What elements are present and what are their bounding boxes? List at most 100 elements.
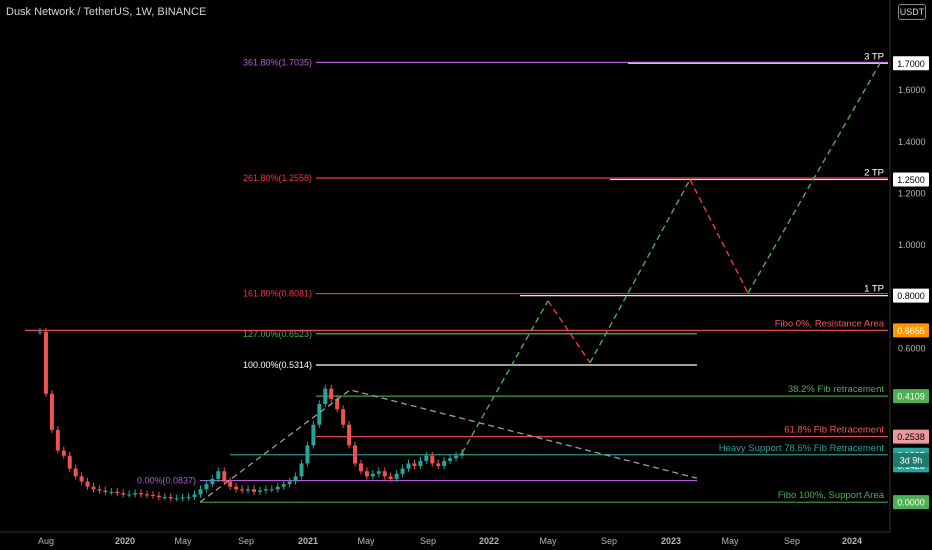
- candle-body-68: [442, 460, 447, 467]
- y-axis-tick-4: 0.6000: [898, 343, 926, 353]
- price-tag-5: 0.2538: [897, 432, 925, 442]
- projection-segment-1: [547, 300, 591, 364]
- candle-body-7: [79, 476, 84, 482]
- candle-body-17: [139, 493, 144, 495]
- candle-body-63: [412, 463, 417, 467]
- x-axis-tick-4: 2021: [298, 536, 318, 546]
- candle-body-16: [133, 493, 138, 495]
- projection-segment-4: [747, 62, 881, 294]
- candle-body-28: [204, 484, 209, 490]
- candle-body-54: [358, 463, 363, 472]
- candle-body-46: [311, 424, 316, 446]
- candle-body-12: [109, 491, 114, 493]
- price-tag-0: 1.7000: [897, 59, 925, 69]
- fib-level-label-3: 127.00%(0.6523): [243, 329, 312, 339]
- candle-body-61: [400, 468, 405, 474]
- candle-body-8: [85, 481, 90, 487]
- x-axis-tick-8: May: [539, 536, 557, 546]
- price-tag-3: 0.6655: [897, 326, 925, 336]
- candle-body-64: [418, 460, 423, 467]
- annotation-label-7: Fibo 100%, Support Area: [778, 490, 885, 501]
- price-tag-bg-2: [893, 288, 929, 303]
- candle-body-27: [198, 489, 203, 495]
- candle-body-70: [454, 455, 459, 459]
- x-axis-tick-9: Sep: [601, 536, 617, 546]
- candle-body-50: [335, 398, 340, 410]
- candle-body-60: [394, 473, 399, 479]
- fib-level-label-5: 0.00%(0.0837): [137, 476, 196, 486]
- candle-body-4: [61, 450, 66, 456]
- fib-level-label-2: 161.80%(0.8081): [243, 289, 312, 299]
- countdown-bg: [893, 453, 929, 468]
- countdown-label: 3d 9h: [900, 456, 923, 466]
- currency-unit-badge[interactable]: USDT: [898, 4, 926, 20]
- x-axis-tick-6: Sep: [420, 536, 436, 546]
- candle-body-53: [353, 445, 358, 464]
- candle-body-67: [436, 463, 441, 467]
- x-axis-tick-7: 2022: [479, 536, 499, 546]
- x-axis-tick-2: May: [174, 536, 192, 546]
- candle-body-25: [186, 497, 191, 499]
- price-tag-8: 0.0000: [897, 498, 925, 508]
- chart-title: Dusk Network / TetherUS, 1W, BINANCE: [6, 6, 207, 18]
- candle-body-0: [38, 331, 42, 333]
- candle-body-3: [55, 429, 60, 451]
- y-axis-tick-0: 1.6000: [898, 85, 926, 95]
- candle-body-38: [263, 489, 268, 491]
- candle-body-20: [156, 495, 161, 498]
- candle-body-51: [341, 409, 346, 425]
- candle-body-35: [246, 489, 251, 491]
- candle-body-37: [257, 490, 262, 492]
- candle-body-9: [91, 486, 96, 490]
- candle-body-69: [448, 458, 453, 461]
- x-axis-tick-0: Aug: [38, 536, 54, 546]
- x-axis-tick-5: May: [357, 536, 375, 546]
- candle-body-57: [376, 471, 381, 474]
- candle-body-52: [347, 424, 352, 446]
- annotation-label-1: 2 TP: [864, 167, 884, 178]
- candle-body-30: [216, 471, 221, 479]
- candle-body-19: [150, 494, 155, 496]
- candle-body-32: [228, 481, 233, 487]
- candle-body-5: [67, 455, 72, 469]
- candle-body-18: [144, 494, 149, 496]
- projection-segment-2: [589, 179, 691, 364]
- projection-segment-0: [461, 300, 549, 454]
- candle-body-56: [370, 473, 375, 477]
- x-axis-tick-3: Sep: [238, 536, 254, 546]
- triangle-projection: [199, 389, 698, 503]
- x-axis-tick-13: 2024: [842, 536, 862, 546]
- price-tag-4: 0.4109: [897, 392, 925, 402]
- fib-level-label-0: 361.80%(1.7035): [243, 57, 312, 67]
- price-tag-bg-1: [893, 172, 929, 187]
- candle-body-45: [305, 445, 310, 464]
- price-tag-2: 0.8000: [897, 291, 925, 301]
- annotation-label-6: Heavy Support 78.6% Fib Retracement: [719, 443, 885, 454]
- fib-level-label-4: 100.00%(0.5314): [243, 360, 312, 370]
- candle-body-10: [97, 489, 102, 491]
- candle-body-15: [127, 494, 132, 496]
- annotation-label-2: 1 TP: [864, 284, 884, 295]
- annotation-label-3: Fibo 0%, Resistance Area: [775, 318, 885, 329]
- candle-body-59: [388, 476, 393, 479]
- candle-body-58: [382, 471, 387, 477]
- candle-body-11: [103, 490, 108, 492]
- x-axis-tick-1: 2020: [115, 536, 135, 546]
- annotation-label-0: 3 TP: [864, 51, 884, 62]
- candle-body-41: [281, 484, 286, 487]
- candle-body-13: [115, 491, 120, 494]
- x-axis-tick-10: 2023: [661, 536, 681, 546]
- candle-body-26: [192, 494, 197, 498]
- candle-body-22: [168, 497, 173, 499]
- candle-body-33: [234, 486, 239, 490]
- projection-segment-3: [689, 179, 749, 294]
- y-axis-tick-1: 1.4000: [898, 137, 926, 147]
- x-axis-tick-12: Sep: [784, 536, 800, 546]
- candle-body-40: [275, 486, 280, 490]
- candle-body-34: [240, 489, 245, 491]
- candle-body-1: [43, 331, 48, 394]
- candle-body-47: [317, 404, 322, 425]
- candle-body-49: [329, 388, 334, 399]
- candle-body-65: [424, 455, 429, 461]
